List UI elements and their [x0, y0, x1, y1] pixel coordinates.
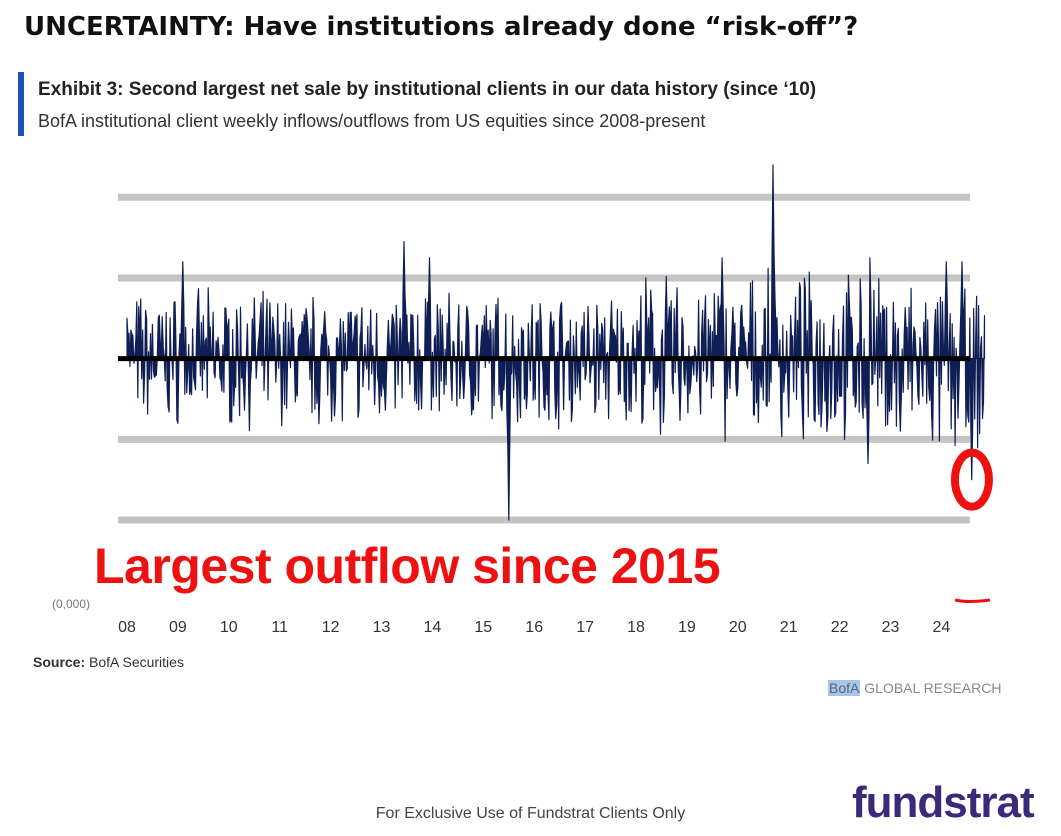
exhibit-accent-bar [18, 72, 24, 136]
highlight-circle [950, 448, 993, 511]
x-tick-label: 12 [322, 619, 340, 636]
series-area [126, 164, 986, 521]
highlight-layer [950, 448, 993, 603]
source-note: Source: BofA Securities [33, 654, 184, 670]
brand-highlight: BofA [828, 680, 861, 696]
x-tick-label: 16 [525, 619, 543, 636]
bofa-brand: BofA GLOBAL RESEARCH [828, 680, 1001, 696]
x-tick-label: 21 [780, 619, 798, 636]
exhibit-subtitle: BofA institutional client weekly inflows… [38, 111, 706, 131]
fundstrat-logo: fundstrat [852, 778, 1035, 827]
x-tick-label: 14 [424, 619, 442, 636]
x-tick-label: 19 [678, 619, 696, 636]
exhibit-title: Exhibit 3: Second largest net sale by in… [38, 79, 817, 100]
series-layer [118, 164, 986, 521]
truncated-axis-label: (0,000) [52, 597, 91, 611]
gridlines [118, 193, 970, 524]
x-tick-label: 08 [118, 619, 136, 636]
slide-title: UNCERTAINTY: Have institutions already d… [24, 12, 859, 42]
x-tick-label: 11 [271, 619, 288, 636]
footer-disclaimer: For Exclusive Use of Fundstrat Clients O… [375, 805, 686, 822]
x-tick-label: 23 [882, 619, 900, 636]
x-tick-label: 13 [373, 619, 391, 636]
brand-rest: GLOBAL RESEARCH [864, 680, 1002, 696]
x-tick-label: 17 [576, 619, 594, 636]
x-tick-label: 09 [169, 619, 187, 636]
x-tick-label: 18 [627, 619, 645, 636]
x-tick-label: 10 [220, 619, 238, 636]
x-tick-label: 22 [831, 619, 849, 636]
annotation-callout: Largest outflow since 2015 [94, 538, 721, 594]
source-value: BofA Securities [89, 654, 184, 670]
x-tick-label: 24 [933, 619, 951, 636]
x-tick-label: 20 [729, 619, 747, 636]
x-axis: 08 09 10 11 12 13 14 15 16 17 18 19 20 21 22 23 24 [118, 619, 950, 636]
x-tick-label: 15 [474, 619, 492, 636]
highlight-tail [954, 598, 991, 603]
source-label: Source: [33, 654, 86, 670]
